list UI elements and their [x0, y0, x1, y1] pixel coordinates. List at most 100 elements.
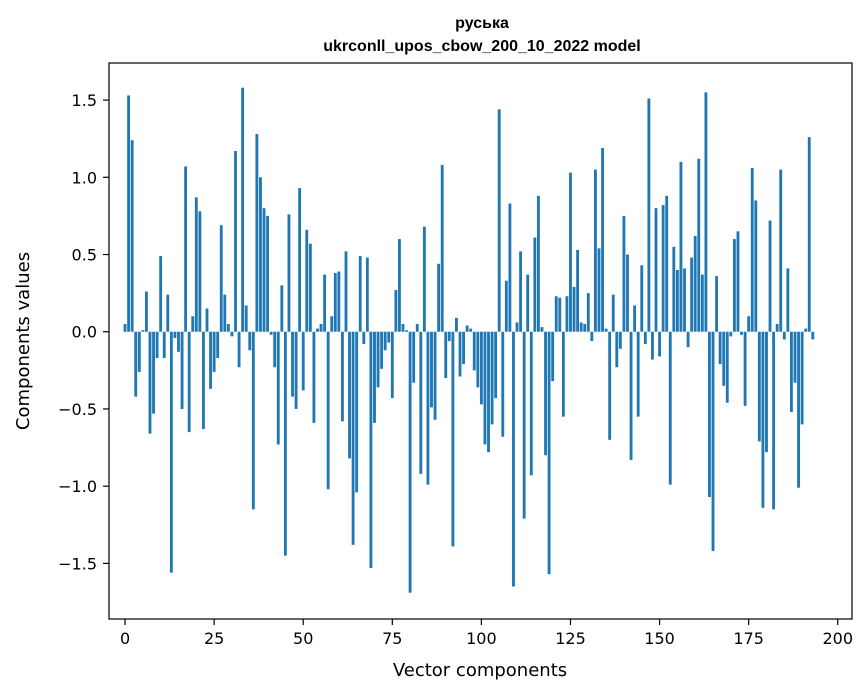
bar	[412, 331, 416, 383]
bar	[779, 169, 783, 332]
bar	[351, 331, 355, 545]
bar	[241, 87, 245, 332]
bar	[615, 331, 619, 368]
x-tick-label: 125	[555, 629, 586, 648]
bar	[654, 208, 658, 332]
chart-subtitle: ukrconll_upos_cbow_200_10_2022 model	[323, 38, 640, 55]
bar	[690, 257, 694, 332]
bar	[209, 331, 212, 389]
bar	[226, 324, 230, 332]
bar	[725, 331, 729, 403]
bar	[811, 331, 815, 340]
x-tick-label: 100	[466, 629, 497, 648]
bar	[693, 235, 697, 332]
bar	[704, 92, 708, 332]
bar	[786, 268, 790, 332]
bar	[308, 243, 312, 332]
bar	[611, 294, 615, 332]
y-tick-label: 0.5	[72, 246, 97, 265]
bar	[433, 331, 437, 420]
bar	[729, 331, 733, 337]
bar	[504, 280, 508, 332]
bar	[533, 237, 537, 332]
bar	[398, 239, 401, 332]
bar	[340, 331, 344, 422]
x-tick-label: 175	[733, 629, 764, 648]
bar	[451, 331, 455, 547]
bar	[551, 331, 555, 382]
bar	[159, 256, 163, 332]
bar	[604, 328, 608, 332]
bar	[636, 331, 640, 417]
bar	[508, 203, 512, 332]
bar	[768, 220, 772, 332]
bar	[430, 331, 433, 408]
bar	[234, 151, 237, 332]
bar	[162, 331, 166, 358]
bar	[579, 322, 583, 332]
y-tick-label: −1.5	[58, 554, 97, 573]
x-tick-label: 75	[382, 629, 402, 648]
bar	[601, 147, 604, 332]
bar	[732, 239, 736, 332]
bar	[337, 271, 341, 332]
bar	[476, 331, 480, 388]
bar	[283, 331, 287, 556]
bar	[144, 291, 148, 332]
bar	[629, 331, 633, 460]
bar	[572, 286, 576, 332]
bar	[561, 331, 565, 417]
bar	[483, 331, 487, 445]
bar	[668, 331, 672, 485]
bar	[305, 229, 309, 332]
bars-group	[123, 87, 815, 593]
bar	[223, 294, 227, 332]
bar	[184, 166, 188, 332]
y-tick-label: 1.5	[72, 91, 97, 110]
bar	[358, 256, 362, 332]
bar	[380, 331, 384, 369]
bar	[594, 169, 597, 332]
bar	[487, 331, 490, 453]
bar	[173, 331, 177, 338]
bar	[536, 195, 540, 332]
plot-frame	[108, 62, 853, 620]
bar	[472, 331, 476, 371]
bar	[479, 331, 483, 405]
bar	[212, 331, 216, 372]
bar	[280, 285, 284, 332]
chart-title: руська	[455, 15, 509, 32]
bar	[362, 331, 366, 345]
bar	[661, 205, 665, 332]
bar	[793, 331, 797, 383]
bar	[547, 331, 551, 575]
bar	[797, 331, 800, 488]
bar	[447, 331, 451, 341]
bar	[501, 331, 505, 437]
bar	[312, 331, 316, 423]
bar	[316, 328, 319, 332]
bar	[672, 246, 676, 332]
bar	[287, 214, 291, 332]
bar	[465, 325, 469, 332]
y-tick-label: −0.5	[58, 400, 97, 419]
y-tick-label: 0.0	[72, 323, 97, 342]
bar	[626, 254, 629, 332]
bar	[273, 331, 277, 368]
bar	[455, 317, 458, 332]
x-axis: 0 25 50 75 100 125 150 175 200	[120, 619, 853, 648]
bar	[444, 331, 448, 379]
x-axis-label: Vector components	[393, 660, 567, 681]
bar	[558, 297, 562, 332]
bar	[180, 331, 184, 409]
x-tick-label: 25	[204, 629, 224, 648]
bar	[251, 331, 255, 510]
bar	[522, 331, 526, 519]
bar	[807, 137, 811, 332]
bar	[597, 248, 601, 332]
bar	[722, 331, 726, 386]
bar	[141, 330, 145, 332]
bar	[736, 231, 740, 332]
bar	[373, 331, 376, 423]
